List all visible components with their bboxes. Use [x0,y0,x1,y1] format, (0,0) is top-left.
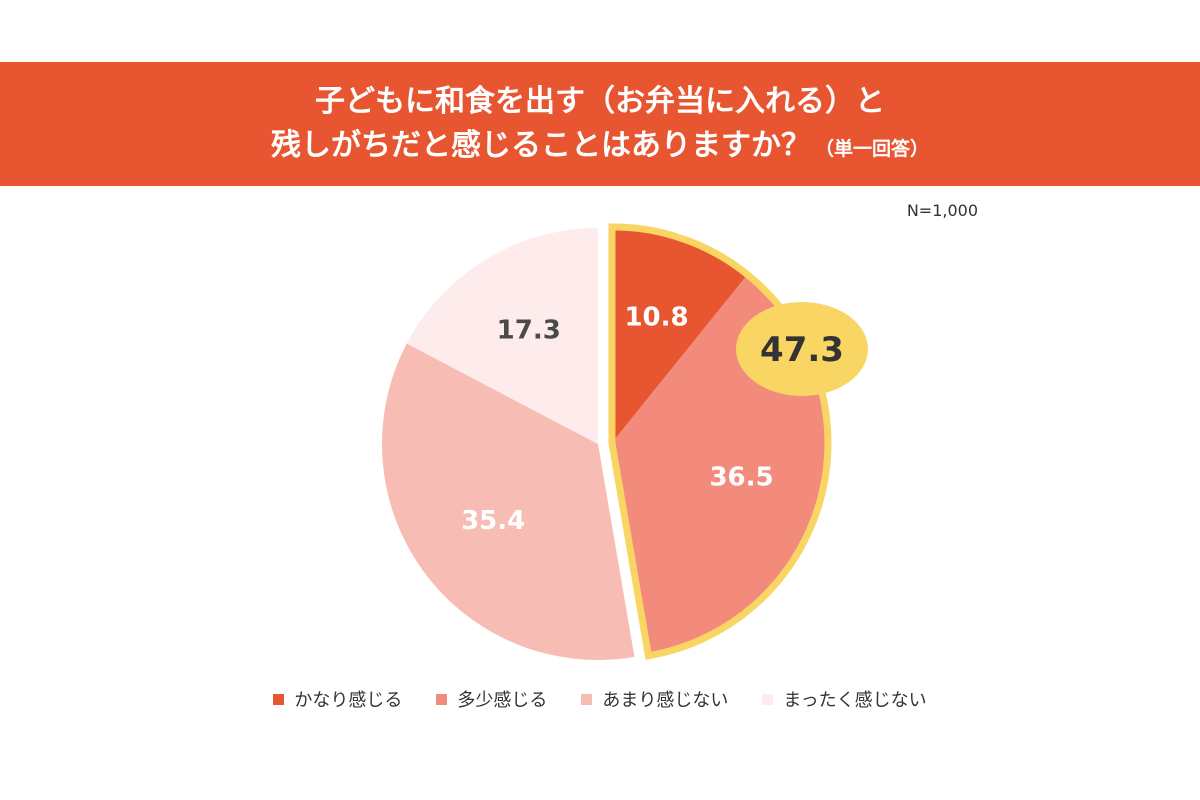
pie-slice-4 [406,228,598,444]
slice-value-label-4: 17.3 [497,315,561,345]
legend-label: かなり感じる [294,690,403,711]
legend-item-2: 多少感じる [436,686,547,712]
title-banner: 子どもに和食を出す（お弁当に入れる）と 残しがちだと感じることはありますか？ （単… [0,62,1200,186]
legend-item-4: まったく感じない [762,686,927,712]
legend-swatch [273,693,285,705]
legend-label: 多少感じる [457,690,548,711]
chart-title-line1: 子どもに和食を出す（お弁当に入れる）と [315,84,885,119]
pie-slice-1 [611,226,748,443]
chart-title-suffix: （単一回答） [814,138,929,160]
legend-item-3: あまり感じない [581,686,728,712]
sample-size-label: N=1,000 [906,201,978,220]
legend-item-1: かなり感じる [273,686,402,712]
highlight-outline [608,223,832,660]
slice-value-label-3: 35.4 [461,506,525,536]
highlight-total-label: 47.3 [760,330,844,370]
slice-value-label-2: 36.5 [709,463,773,493]
legend-swatch [436,693,448,705]
legend-label: あまり感じない [602,690,729,711]
pie-slice-3 [381,343,635,660]
legend-swatch [581,693,593,705]
highlight-group [608,223,832,660]
chart-legend: かなり感じる 多少感じる あまり感じない まったく感じない [0,686,1200,712]
legend-label: まったく感じない [783,690,927,711]
chart-title-line2: 残しがちだと感じることはありますか？ （単一回答） [0,126,1200,169]
highlight-total-badge [736,302,868,396]
slice-value-label-1: 10.8 [624,303,688,333]
chart-title-line2-main: 残しがちだと感じることはありますか？ [270,128,811,163]
legend-swatch [762,693,774,705]
